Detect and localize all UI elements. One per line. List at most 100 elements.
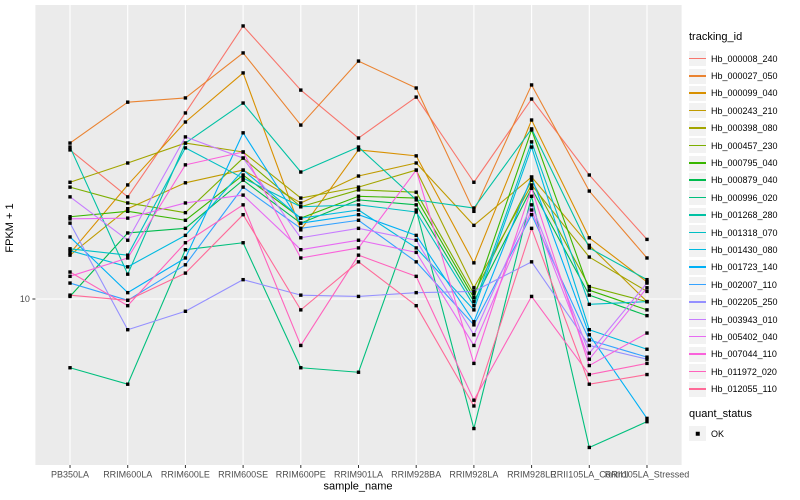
point-marker xyxy=(645,289,649,294)
point-marker xyxy=(299,205,303,209)
point-marker xyxy=(356,238,361,242)
point-marker xyxy=(587,189,591,193)
point-marker xyxy=(645,308,649,312)
point-marker xyxy=(414,203,418,207)
point-marker xyxy=(183,263,188,267)
point-marker xyxy=(356,148,361,152)
x-tick-label: RRIM600PE xyxy=(276,470,326,480)
black-square-point-icon xyxy=(695,431,700,436)
data-points xyxy=(68,24,649,450)
x-tick-label: PB350LA xyxy=(51,470,89,480)
point-marker xyxy=(414,86,418,90)
point-marker xyxy=(356,218,361,222)
point-marker xyxy=(587,357,591,361)
point-marker xyxy=(472,209,476,214)
point-marker xyxy=(529,294,534,299)
point-marker xyxy=(183,241,188,245)
legend-label: Hb_000099_040 xyxy=(711,88,778,99)
point-marker xyxy=(472,343,476,348)
point-marker xyxy=(356,370,361,374)
legend-key-swatch xyxy=(689,155,706,171)
point-marker xyxy=(472,299,476,304)
legend-label: Hb_001318_070 xyxy=(711,227,778,238)
point-marker xyxy=(299,247,303,252)
point-marker xyxy=(299,196,303,200)
x-tick-label: RRIM600SE xyxy=(218,470,268,480)
legend-line-icon xyxy=(689,353,706,355)
x-tick-label: RRIM928LA xyxy=(449,470,498,480)
legend-line-icon xyxy=(689,388,706,390)
point-marker xyxy=(645,313,649,318)
point-marker xyxy=(472,289,476,294)
point-marker xyxy=(68,293,72,297)
point-marker xyxy=(472,206,476,210)
point-marker xyxy=(356,203,361,207)
point-marker xyxy=(299,123,303,127)
legend-item-Hb_000398_080: Hb_000398_080 xyxy=(689,120,800,137)
point-marker xyxy=(587,236,591,240)
point-marker xyxy=(183,181,188,185)
legend-key-swatch xyxy=(689,312,706,328)
point-marker xyxy=(183,96,188,100)
point-marker xyxy=(126,303,130,308)
point-marker xyxy=(183,146,188,150)
legend-item-ok: OK xyxy=(689,425,800,442)
legend-item-Hb_005402_040: Hb_005402_040 xyxy=(689,328,800,345)
point-marker xyxy=(645,286,649,290)
legend-line-icon xyxy=(689,318,706,321)
point-marker xyxy=(472,303,476,308)
point-marker xyxy=(645,357,649,361)
point-marker xyxy=(183,309,188,313)
point-marker xyxy=(414,260,418,264)
point-marker xyxy=(68,145,72,149)
legend-line-icon xyxy=(689,370,706,373)
point-marker xyxy=(645,416,649,421)
legend-line-icon xyxy=(689,92,706,94)
point-marker xyxy=(414,198,418,202)
point-marker xyxy=(356,294,361,299)
point-marker xyxy=(68,247,72,251)
point-marker xyxy=(68,215,72,219)
legend-label: Hb_000008_240 xyxy=(711,53,778,64)
point-marker xyxy=(356,260,361,264)
point-marker xyxy=(183,233,188,238)
point-marker xyxy=(356,208,361,212)
point-marker xyxy=(587,255,591,259)
point-marker xyxy=(472,320,476,324)
legend-key-swatch xyxy=(689,259,706,275)
point-marker xyxy=(587,288,591,292)
legend-line-icon xyxy=(689,335,706,338)
legend-item-Hb_001318_070: Hb_001318_070 xyxy=(689,224,800,241)
point-marker xyxy=(472,361,476,366)
point-marker xyxy=(126,201,130,205)
legend-label: Hb_002205_250 xyxy=(711,297,778,308)
point-marker xyxy=(587,382,591,386)
legend-label: Hb_003943_010 xyxy=(711,314,778,325)
point-marker xyxy=(183,120,188,124)
point-marker xyxy=(183,111,188,115)
point-marker xyxy=(529,212,534,217)
point-marker xyxy=(299,221,303,225)
legend-key-swatch xyxy=(689,51,706,67)
point-marker xyxy=(587,173,591,177)
point-marker xyxy=(472,180,476,184)
legend-label: Hb_005402_040 xyxy=(711,331,778,342)
point-marker xyxy=(645,237,649,242)
point-marker xyxy=(126,100,130,104)
point-marker xyxy=(472,333,476,337)
point-marker xyxy=(241,277,245,282)
point-marker xyxy=(414,246,418,250)
point-marker xyxy=(126,231,130,235)
y-tick-label: 10 xyxy=(20,294,30,304)
point-marker xyxy=(472,292,476,296)
point-marker xyxy=(587,243,591,248)
point-marker xyxy=(472,296,476,300)
point-marker xyxy=(183,271,188,275)
point-marker xyxy=(241,212,245,217)
legend-key-swatch xyxy=(689,242,706,258)
point-marker xyxy=(472,426,476,431)
x-tick-label: RRIM928LE xyxy=(507,470,556,480)
point-marker xyxy=(414,154,418,158)
point-marker xyxy=(241,178,245,182)
